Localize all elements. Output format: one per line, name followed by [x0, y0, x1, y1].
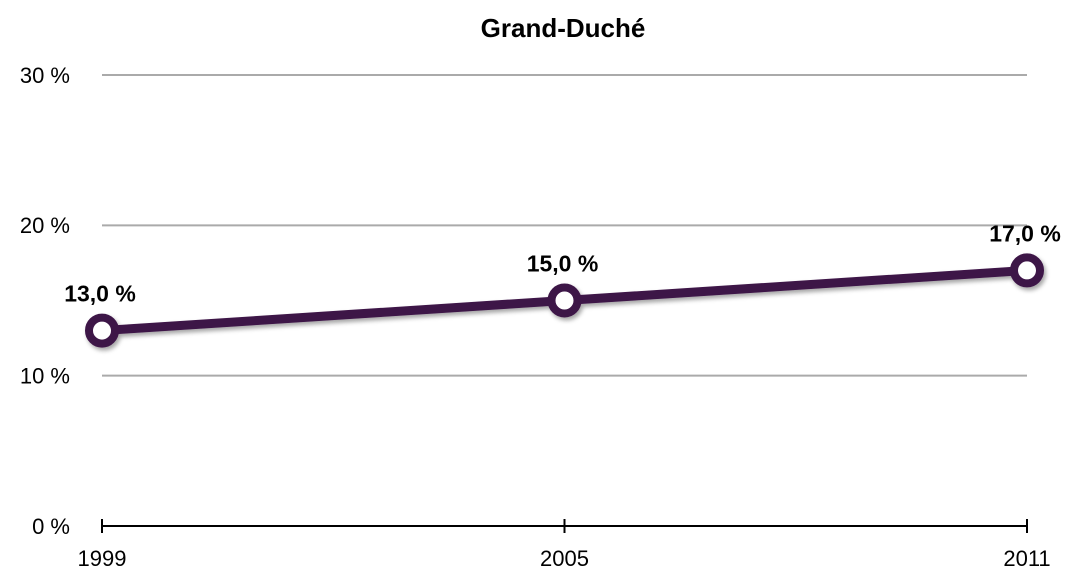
y-tick-label: 10 % — [20, 363, 70, 388]
data-label: 15,0 % — [527, 251, 599, 277]
y-tick-label: 0 % — [32, 514, 70, 539]
data-label: 13,0 % — [64, 281, 136, 307]
x-tick-label: 2005 — [540, 546, 589, 571]
data-label: 17,0 % — [989, 221, 1061, 247]
y-tick-label: 30 % — [20, 63, 70, 88]
marker — [85, 313, 119, 348]
y-tick-label: 20 % — [20, 213, 70, 238]
series — [85, 253, 1044, 348]
marker — [1010, 253, 1044, 288]
x-tick-label: 1999 — [78, 546, 127, 571]
chart-title: Grand-Duché — [481, 13, 646, 43]
marker — [547, 283, 582, 318]
x-tick-label: 2011 — [1003, 546, 1050, 571]
